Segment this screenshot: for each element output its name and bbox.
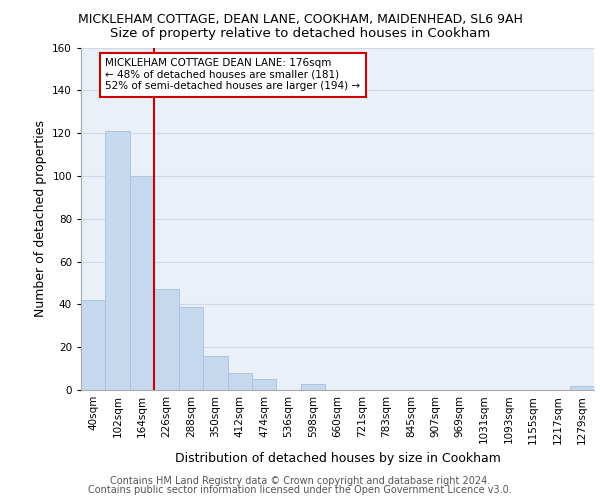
Bar (203, 356, 227, 390)
Bar (179, 306, 203, 390)
Bar (130, 176, 154, 390)
Bar (569, 386, 594, 390)
Bar (154, 290, 179, 390)
Bar (227, 373, 252, 390)
Text: Size of property relative to detached houses in Cookham: Size of property relative to detached ho… (110, 28, 490, 40)
Y-axis label: Number of detached properties: Number of detached properties (34, 120, 47, 318)
Bar (252, 380, 277, 390)
Text: Contains HM Land Registry data © Crown copyright and database right 2024.: Contains HM Land Registry data © Crown c… (110, 476, 490, 486)
X-axis label: Distribution of detached houses by size in Cookham: Distribution of detached houses by size … (175, 452, 500, 465)
Bar (301, 384, 325, 390)
Text: Contains public sector information licensed under the Open Government Licence v3: Contains public sector information licen… (88, 485, 512, 495)
Bar (106, 131, 130, 390)
Text: MICKLEHAM COTTAGE DEAN LANE: 176sqm
← 48% of detached houses are smaller (181)
5: MICKLEHAM COTTAGE DEAN LANE: 176sqm ← 48… (106, 58, 361, 92)
Bar (81, 300, 106, 390)
Text: MICKLEHAM COTTAGE, DEAN LANE, COOKHAM, MAIDENHEAD, SL6 9AH: MICKLEHAM COTTAGE, DEAN LANE, COOKHAM, M… (77, 12, 523, 26)
